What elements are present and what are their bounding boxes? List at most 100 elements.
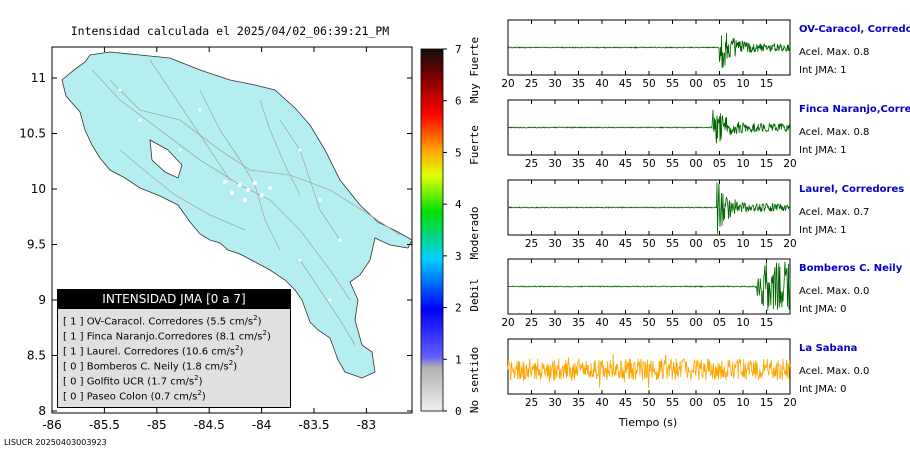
colorbar-category: Moderado <box>468 207 481 260</box>
map-ytick-label: 10 <box>31 182 46 196</box>
waveform-tick-label: 45 <box>619 317 632 329</box>
waveform-tick-label: 00 <box>689 397 702 409</box>
waveform-tick-label: 45 <box>619 78 632 90</box>
waveform-trace <box>507 354 791 388</box>
waveform-tick-label: 55 <box>666 78 679 90</box>
legend-value: (5.5 cm/s <box>206 316 254 328</box>
legend-value: (10.6 cm/s <box>181 346 236 358</box>
waveform-tick-label: 05 <box>713 397 726 409</box>
waveform-tick-label: 00 <box>689 317 702 329</box>
waveform-tick-label: 05 <box>713 317 726 329</box>
station-accel: Acel. Max. 0.0 <box>799 366 870 377</box>
waveform-tick-label: 25 <box>525 317 538 329</box>
waveform-tick-label: 05 <box>713 158 726 170</box>
map-xtick-label: -83.5 <box>298 418 329 432</box>
waveform-tick-label: 20 <box>501 78 514 90</box>
legend-value: (0.7 cm/s <box>150 391 198 403</box>
waveform-tick-label: 30 <box>548 238 561 250</box>
station-intensity: Int JMA: 1 <box>799 65 847 76</box>
waveform-tick-label: 50 <box>642 238 655 250</box>
x-axis-label: Tiempo (s) <box>618 416 677 429</box>
waveform-tick-label: 10 <box>736 317 749 329</box>
waveform-tick-label: 10 <box>736 238 749 250</box>
legend-row: [ 0 ] Bomberos C. Neily (1.8 cm/s2) <box>63 359 238 373</box>
map-xticks: -86 -85.5 -85 -84.5 -84 -83.5 -83 <box>42 47 376 432</box>
waveform-tick-label: 20 <box>783 238 796 250</box>
waveform-tick-label: 30 <box>548 317 561 329</box>
station-accel: Acel. Max. 0.8 <box>799 47 870 58</box>
waveform-tick-label: 35 <box>572 78 585 90</box>
waveform-tick-label: 55 <box>666 158 679 170</box>
waveform-tick-label: 50 <box>642 78 655 90</box>
station-name: Laurel, Corredores <box>799 184 905 195</box>
waveform-tick-label: 55 <box>666 238 679 250</box>
map-xtick-label: -85.5 <box>89 418 120 432</box>
legend-level: [ 1 ] <box>63 316 87 328</box>
footer-id: LISUCR 20250403003923 <box>4 438 107 447</box>
colorbar-tick-label: 5 <box>455 146 462 159</box>
waveform-tick-label: 45 <box>619 238 632 250</box>
waveform-tick-label: 20 <box>501 317 514 329</box>
map-xtick-label: -86 <box>42 418 62 432</box>
waveform-tick-label: 35 <box>572 158 585 170</box>
colorbar-tick-label: 1 <box>455 353 462 366</box>
waveform-tick-label: 40 <box>595 317 608 329</box>
waveform-tick-label: 25 <box>525 158 538 170</box>
waveform-tick-label: 40 <box>595 78 608 90</box>
station-intensity: Int JMA: 1 <box>799 225 847 236</box>
map-ytick-label: 9.5 <box>27 238 46 252</box>
waveform-tick-label: 05 <box>713 78 726 90</box>
map-title: Intensidad calculada el 2025/04/02_06:39… <box>71 24 390 38</box>
colorbar-category: Debil <box>468 278 481 311</box>
waveform-tick-label: 45 <box>619 158 632 170</box>
waveform-trace <box>507 261 791 311</box>
waveform-tick-label: 50 <box>642 158 655 170</box>
waveform-panels: 20 25 30 35 40 45 50 55 00 05 10 15 25 30 35 40 45 50 55 00… <box>501 19 797 409</box>
map-xtick-label: -84 <box>252 418 272 432</box>
colorbar-tick-label: 2 <box>455 302 462 315</box>
waveform-tick-label: 15 <box>760 238 773 250</box>
colorbar-tick-label: 4 <box>455 198 462 211</box>
waveform-tick-label: 30 <box>548 158 561 170</box>
waveform-tick-label: 10 <box>736 78 749 90</box>
colorbar-tick-label: 3 <box>455 250 462 263</box>
map-ytick-label: 8.5 <box>27 349 46 363</box>
waveform-tick-label: 15 <box>760 317 773 329</box>
legend-row: [ 1 ] OV-Caracol. Corredores (5.5 cm/s2) <box>63 314 262 328</box>
colorbar: 7 6 5 4 3 2 1 0 Muy Fuerte Fuerte Moderado Debil No… <box>420 37 481 418</box>
station-name: OV-Caracol, Corredores <box>799 24 910 35</box>
waveform-tick-label: 30 <box>548 78 561 90</box>
colorbar-category: Muy Fuerte <box>468 37 481 103</box>
map-xtick-label: -85 <box>147 418 167 432</box>
colorbar-category: Fuerte <box>468 125 481 165</box>
waveform-trace <box>507 32 791 68</box>
map-xtick-label: -83 <box>357 418 377 432</box>
legend-level: [ 0 ] <box>63 376 87 388</box>
waveform-tick-label: 40 <box>595 238 608 250</box>
map-ytick-label: 11 <box>31 71 46 85</box>
waveform-tick-label: 50 <box>642 397 655 409</box>
station-accel: Acel. Max. 0.0 <box>799 286 870 297</box>
legend-station: Laurel. Corredores <box>86 346 182 358</box>
map-ytick-label: 10.5 <box>19 127 46 141</box>
map-ytick-label: 9 <box>38 293 46 307</box>
map-yticks: 11 10.5 10 9.5 9 8.5 8 <box>19 71 412 418</box>
waveform-tick-label: 40 <box>595 158 608 170</box>
waveform-tick-label: 05 <box>713 238 726 250</box>
waveform-trace <box>507 182 791 234</box>
waveform-tick-label: 10 <box>736 397 749 409</box>
colorbar-tick-label: 7 <box>455 43 462 56</box>
waveform-tick-label: 00 <box>689 78 702 90</box>
waveform-tick-label: 20 <box>783 158 796 170</box>
legend-station: Paseo Colon <box>86 391 151 403</box>
station-accel: Acel. Max. 0.7 <box>799 207 870 218</box>
intensity-legend: INTENSIDAD JMA [0 a 7] [ 1 ] OV-Caracol.… <box>57 289 291 408</box>
colorbar-category: No sentido <box>468 347 481 413</box>
legend-value: (8.1 cm/s <box>215 331 263 343</box>
station-intensity: Int JMA: 1 <box>799 145 847 156</box>
waveform-tick-label: 15 <box>760 397 773 409</box>
station-intensity: Int JMA: 0 <box>799 304 847 315</box>
legend-station: Finca Naranjo.Corredores <box>86 331 216 343</box>
legend-row: [ 0 ] Paseo Colon (0.7 cm/s2) <box>63 389 206 403</box>
waveform-tick-label: 50 <box>642 317 655 329</box>
